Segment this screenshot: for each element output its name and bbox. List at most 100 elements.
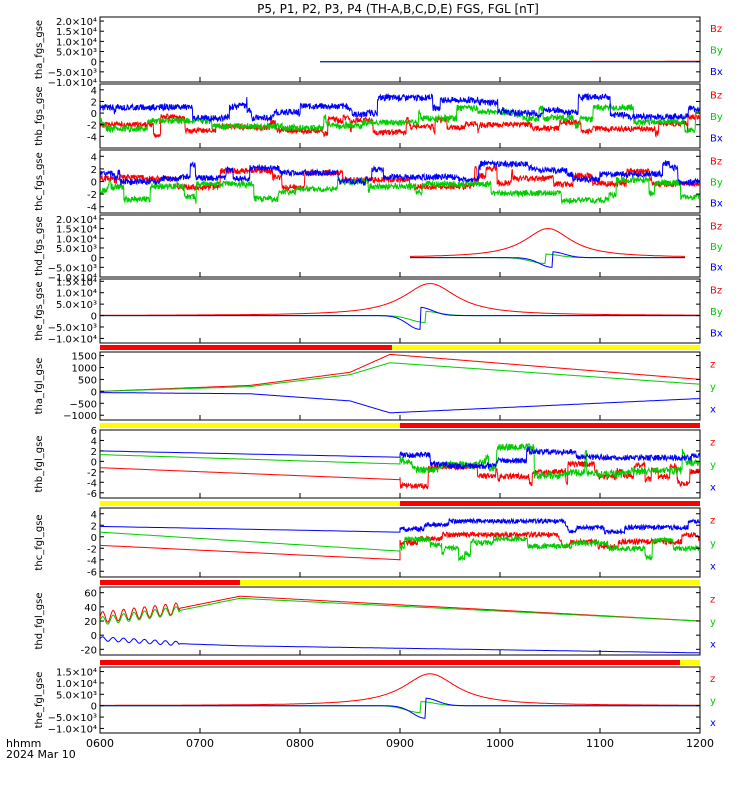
state-bar bbox=[100, 501, 700, 506]
y-tick-label: 1500 bbox=[72, 352, 97, 363]
time-axis-label-hhmm: hhmm bbox=[6, 737, 41, 750]
y-tick-label: 5.0×10³ bbox=[56, 300, 97, 311]
legend-y: y bbox=[710, 539, 716, 550]
y-tick-label: 0 bbox=[91, 457, 97, 468]
legend-z: Bz bbox=[710, 286, 722, 297]
series-group bbox=[100, 442, 700, 491]
y-tick-label: -4 bbox=[87, 203, 97, 214]
series-z-line bbox=[100, 595, 700, 623]
y-tick-label: 40 bbox=[84, 603, 97, 614]
series-group bbox=[410, 228, 685, 268]
y-tick-label: 0 bbox=[91, 702, 97, 713]
y-tick-label: -2 bbox=[87, 190, 97, 201]
y-tick-label: 60 bbox=[84, 589, 97, 600]
legend-z: z bbox=[710, 594, 715, 605]
series-y-line bbox=[100, 597, 700, 625]
y-tick-label: 0 bbox=[91, 254, 97, 265]
state-bar bbox=[100, 660, 700, 665]
state-bar bbox=[100, 345, 700, 350]
y-tick-label: 4 bbox=[91, 152, 97, 163]
series-x-line bbox=[100, 306, 700, 330]
series-z-line bbox=[100, 353, 700, 392]
state-bar-segment-red bbox=[100, 660, 680, 665]
thb-fgs-panel: 420-2-4 thb_fgs_gse Bz By Bx bbox=[34, 83, 723, 149]
y-tick-label: 6 bbox=[91, 426, 97, 437]
series-x-line bbox=[100, 445, 700, 471]
time-axis-label-date: 2024 Mar 10 bbox=[6, 748, 76, 761]
series-group bbox=[100, 92, 700, 138]
y-tick-label: 1.5×10⁴ bbox=[56, 668, 97, 679]
y-tick-label: 500 bbox=[78, 375, 97, 386]
legend-y: y bbox=[710, 696, 716, 707]
series-z-line bbox=[410, 228, 685, 257]
time-tick-label: 0800 bbox=[286, 737, 314, 750]
legend-z: Bz bbox=[710, 91, 722, 102]
legend-z: Bz bbox=[710, 157, 722, 168]
legend-z: z bbox=[710, 359, 715, 370]
y-tick-label: 0 bbox=[91, 178, 97, 189]
series-group bbox=[100, 159, 700, 206]
y-tick-label: 1.0×10⁴ bbox=[56, 289, 97, 300]
state-bar-segment-yellow bbox=[680, 660, 700, 665]
state-bar-segment-red bbox=[100, 345, 392, 350]
y-tick-label: -4 bbox=[87, 478, 97, 489]
series-x-line bbox=[410, 251, 685, 268]
y-tick-label: 0 bbox=[91, 533, 97, 544]
y-tick-label: −1.0×10⁴ bbox=[48, 273, 97, 284]
series-y-line bbox=[100, 102, 700, 134]
y-tick-label: 2.0×10⁴ bbox=[56, 17, 97, 28]
time-axis: hhmm 2024 Mar 10 0600 0700 0800 0900 1000 110… bbox=[6, 737, 714, 761]
series-y-line bbox=[100, 311, 700, 323]
panel-ylabel: thb_fgs_gse bbox=[34, 86, 45, 145]
legend-x: x bbox=[710, 405, 716, 416]
legend-x: x bbox=[710, 718, 716, 729]
thc-fgs-panel: 4 2 0-2 -4 thc_fgs_gse Bz By Bx bbox=[34, 149, 723, 214]
legend-z: z bbox=[710, 516, 715, 527]
series-y-line bbox=[100, 442, 700, 481]
y-tick-label: 0 bbox=[91, 312, 97, 323]
state-bar-segment-yellow bbox=[100, 423, 400, 428]
series-group bbox=[320, 60, 700, 63]
series-x-line bbox=[100, 392, 700, 414]
legend-y: By bbox=[710, 46, 723, 57]
legend-y: y bbox=[710, 617, 716, 628]
legend-y: By bbox=[710, 178, 723, 189]
series-x-line bbox=[100, 92, 700, 123]
y-tick-label: −5.0×10³ bbox=[48, 263, 97, 274]
y-tick-label: −5.0×10³ bbox=[48, 713, 97, 724]
thd-fgl-panel: 60 40 20 0 -20 thd_fgl_gse z y x bbox=[34, 580, 716, 656]
time-tick-label: 0900 bbox=[386, 737, 414, 750]
legend-z: Bz bbox=[710, 221, 722, 232]
plot-title: P5, P1, P2, P3, P4 (TH-A,B,C,D,E) FGS, F… bbox=[257, 2, 539, 16]
y-tick-label: 0 bbox=[91, 109, 97, 120]
series-z-line bbox=[320, 60, 700, 63]
y-tick-label: −1.0×10⁴ bbox=[48, 724, 97, 735]
time-tick-label: 1000 bbox=[486, 737, 514, 750]
legend-x: x bbox=[710, 640, 716, 651]
time-tick-label: 1200 bbox=[686, 737, 714, 750]
y-tick-label: 1.5×10⁴ bbox=[56, 27, 97, 38]
series-y-line bbox=[320, 61, 700, 63]
y-tick-label: -6 bbox=[87, 489, 97, 500]
series-x-line bbox=[100, 159, 700, 186]
series-y-line bbox=[100, 531, 700, 562]
state-bar bbox=[100, 580, 700, 585]
y-tick-label: 0 bbox=[91, 58, 97, 69]
y-tick-label: -2 bbox=[87, 468, 97, 479]
y-tick-label: −1000 bbox=[63, 411, 97, 422]
y-tick-label: 1.5×10⁴ bbox=[56, 225, 97, 236]
tha-fgs-panel: 2.0×10⁴1.5×10⁴1.0×10⁴5.0×10³0−5.0×10³−1.… bbox=[34, 16, 723, 89]
series-group bbox=[100, 517, 700, 562]
y-tick-label: 4 bbox=[91, 86, 97, 97]
y-tick-label: 0 bbox=[91, 387, 97, 398]
series-group bbox=[100, 283, 700, 330]
panel-ylabel: the_fgs_gse bbox=[34, 281, 45, 340]
panel-frame bbox=[99, 351, 701, 421]
legend-x: Bx bbox=[710, 263, 723, 274]
state-bar-segment-yellow bbox=[240, 580, 700, 585]
thc-fgl-panel: 420-2-4-6 thc_fgl_gse z y x bbox=[34, 501, 716, 578]
panel-ylabel: thc_fgs_gse bbox=[34, 152, 45, 211]
series-x-line bbox=[100, 697, 700, 719]
y-tick-label: 4 bbox=[91, 510, 97, 521]
